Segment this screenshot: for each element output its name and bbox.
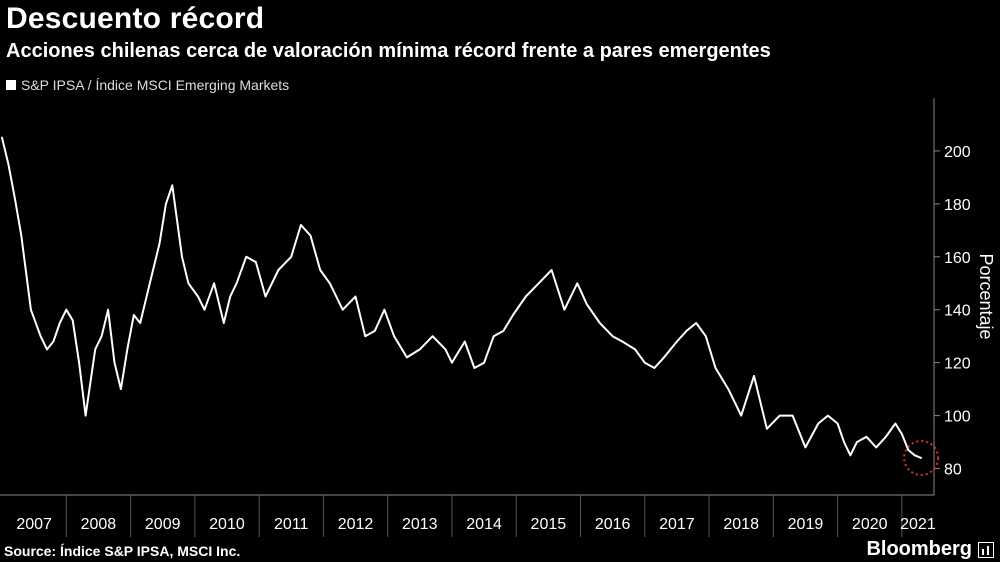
y-tick-label: 140 xyxy=(944,303,971,320)
x-tick-label: 2009 xyxy=(145,516,181,533)
x-tick-label: 2015 xyxy=(531,516,567,533)
y-axis-label: Porcentaje xyxy=(976,253,996,339)
x-tick-label: 2012 xyxy=(338,516,374,533)
legend-label: S&P IPSA / Índice MSCI Emerging Markets xyxy=(21,77,290,93)
x-tick-label: 2008 xyxy=(81,516,117,533)
brand-logo: Bloomberg xyxy=(866,538,994,561)
y-tick-label: 200 xyxy=(944,144,971,161)
x-tick-label: 2021 xyxy=(900,516,936,533)
x-tick-label: 2016 xyxy=(595,516,631,533)
x-tick-label: 2013 xyxy=(402,516,438,533)
record-low-highlight-circle xyxy=(903,439,940,476)
x-tick-label: 2010 xyxy=(209,516,245,533)
y-tick-label: 100 xyxy=(944,409,971,426)
legend-swatch xyxy=(6,80,16,90)
x-tick-label: 2017 xyxy=(659,516,695,533)
legend: S&P IPSA / Índice MSCI Emerging Markets xyxy=(6,77,289,93)
y-tick-label: 80 xyxy=(944,462,962,479)
x-tick-label: 2018 xyxy=(723,516,759,533)
y-tick-label: 160 xyxy=(944,250,971,267)
x-tick-label: 2011 xyxy=(274,516,309,533)
y-tick-label: 180 xyxy=(944,197,971,214)
y-tick-label: 120 xyxy=(944,356,971,373)
bloomberg-chart-icon xyxy=(978,541,994,558)
chart-title: Descuento récord xyxy=(6,2,265,35)
series-line-ipsa-msci xyxy=(1,136,923,459)
x-tick-label: 2014 xyxy=(466,516,502,533)
x-tick-label: 2019 xyxy=(788,516,824,533)
source-note: Source: Índice S&P IPSA, MSCI Inc. xyxy=(4,543,241,559)
chart-subtitle: Acciones chilenas cerca de valoración mí… xyxy=(6,40,771,62)
x-tick-label: 2020 xyxy=(852,516,888,533)
brand-name: Bloomberg xyxy=(866,538,972,560)
x-tick-label: 2007 xyxy=(16,516,52,533)
